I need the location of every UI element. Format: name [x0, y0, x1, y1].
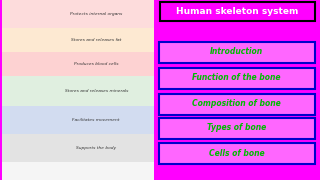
Bar [2, 134, 154, 162]
Text: Human skeleton system: Human skeleton system [176, 6, 298, 15]
Bar [2, 0, 154, 28]
Text: Stores and releases fat: Stores and releases fat [71, 38, 121, 42]
Bar [2, 52, 154, 76]
FancyBboxPatch shape [158, 93, 315, 114]
FancyBboxPatch shape [158, 143, 315, 163]
FancyBboxPatch shape [158, 118, 315, 138]
FancyBboxPatch shape [159, 1, 315, 21]
Bar [2, 0, 154, 180]
Text: Introduction: Introduction [210, 48, 263, 57]
Text: Types of bone: Types of bone [207, 123, 266, 132]
Text: Composition of bone: Composition of bone [192, 100, 281, 109]
Text: Facilitates movement: Facilitates movement [73, 118, 120, 122]
Text: Supports the body: Supports the body [76, 146, 116, 150]
Bar [2, 76, 154, 106]
Text: Protects internal organs: Protects internal organs [70, 12, 122, 16]
Text: Stores and releases minerals: Stores and releases minerals [65, 89, 128, 93]
Text: Produces blood cells: Produces blood cells [74, 62, 118, 66]
FancyBboxPatch shape [158, 68, 315, 89]
Text: Function of the bone: Function of the bone [192, 73, 281, 82]
Text: Cells of bone: Cells of bone [209, 148, 264, 158]
FancyBboxPatch shape [158, 42, 315, 62]
Bar [2, 28, 154, 52]
Bar [2, 106, 154, 134]
